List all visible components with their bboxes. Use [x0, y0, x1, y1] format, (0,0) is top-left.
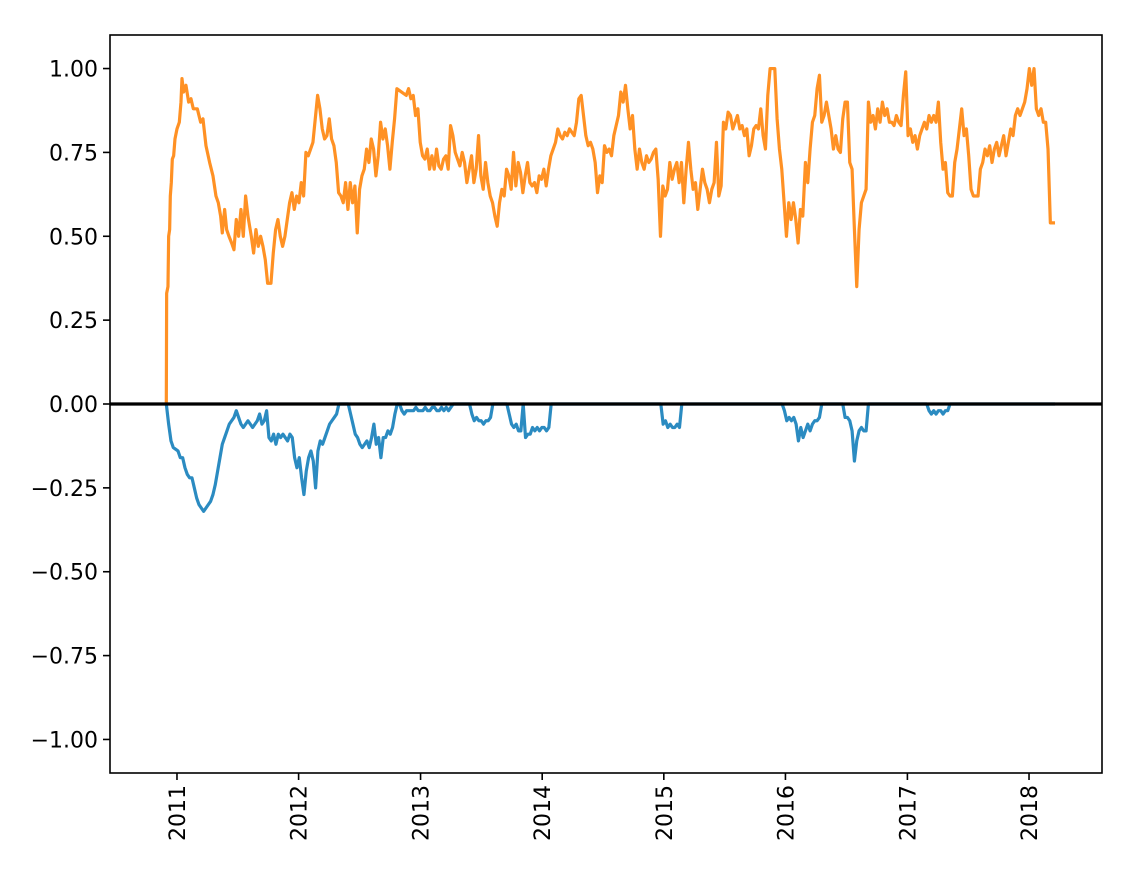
series-line-2 — [164, 402, 1056, 513]
y-tick-label: 0.00 — [49, 393, 98, 418]
y-tick-label: −0.50 — [31, 561, 98, 586]
x-tick-label: 2018 — [1018, 785, 1043, 841]
x-tick-label: 2012 — [288, 785, 313, 841]
x-tick-label: 2015 — [653, 785, 678, 841]
y-tick-label: −0.25 — [31, 477, 98, 502]
y-tick-label: 0.75 — [49, 141, 98, 166]
x-tick-label: 2016 — [774, 785, 799, 841]
series-line-1 — [164, 66, 1056, 405]
y-tick-label: −1.00 — [31, 728, 98, 753]
y-axis: 1.00 0.75 0.50 0.25 0.00 −0.25 −0.50 −0.75 −1.00 — [31, 58, 110, 753]
series-layer — [164, 66, 1056, 513]
x-tick-label: 2017 — [896, 785, 921, 841]
y-tick-label: 0.50 — [49, 225, 98, 250]
x-tick-label: 2014 — [531, 785, 556, 841]
x-tick-label: 2013 — [410, 785, 435, 841]
x-axis: 2011 2012 2013 2014 2015 2016 2017 2018 — [166, 773, 1043, 841]
y-tick-label: 0.25 — [49, 309, 98, 334]
x-tick-label: 2011 — [166, 785, 191, 841]
y-tick-label: −0.75 — [31, 645, 98, 670]
y-tick-label: 1.00 — [49, 58, 98, 83]
